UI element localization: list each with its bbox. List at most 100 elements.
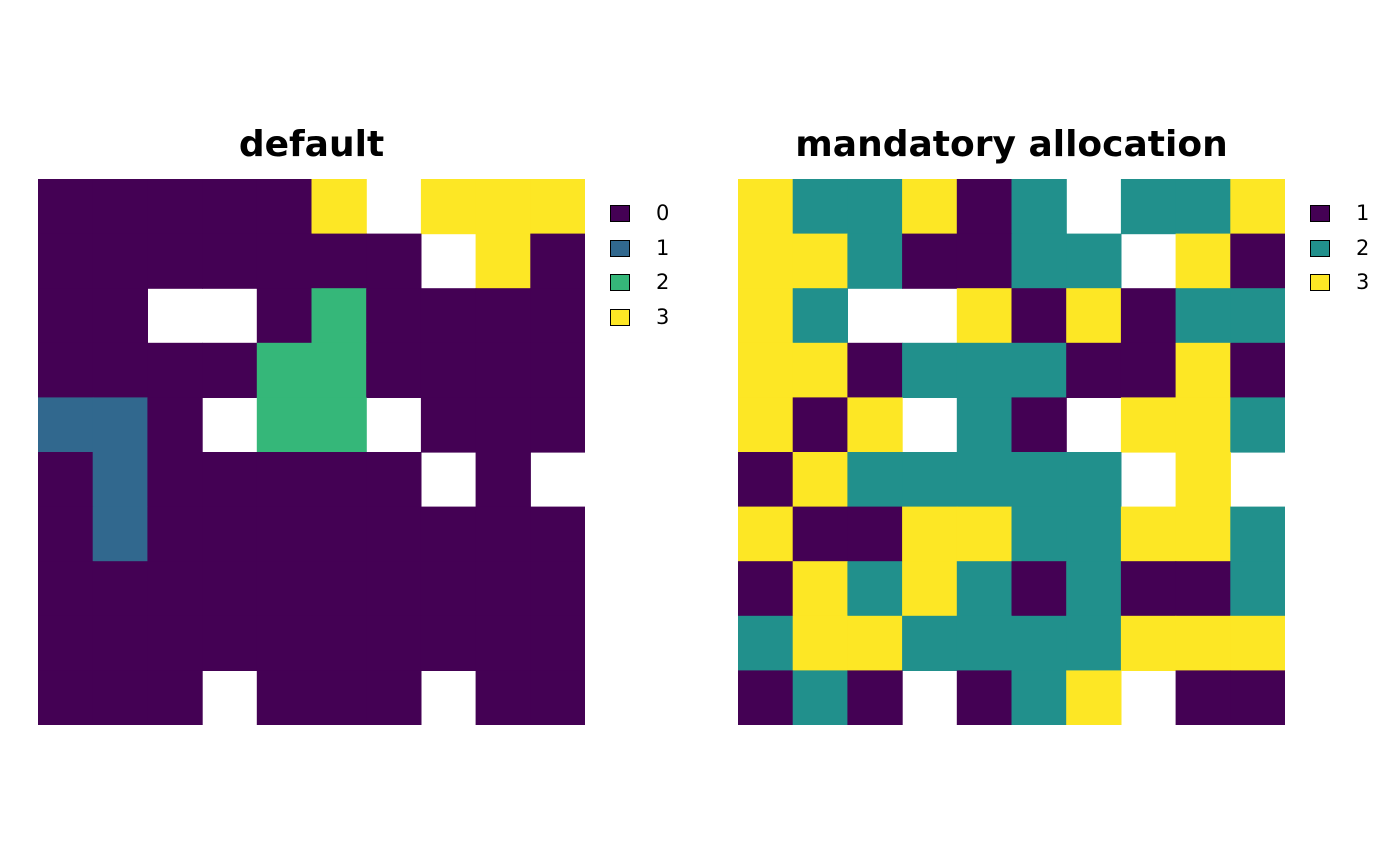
- heatmap-cell: [311, 233, 367, 289]
- heatmap-cell: [902, 452, 958, 508]
- heatmap-cell: [1230, 615, 1285, 671]
- heatmap-cell: [1175, 397, 1231, 453]
- heatmap-cell: [1175, 561, 1231, 617]
- heatmap-cell: [1230, 342, 1285, 398]
- heatmap-cell: [738, 397, 794, 453]
- heatmap-cell: [202, 506, 258, 562]
- heatmap-cell: [530, 288, 585, 344]
- heatmap-cell: [1120, 397, 1177, 453]
- heatmap-cell: [366, 342, 422, 398]
- heatmap-cell: [1175, 615, 1231, 671]
- heatmap-cell: [847, 179, 903, 235]
- heatmap-cell: [1120, 561, 1177, 617]
- heatmap-cell: [38, 561, 94, 617]
- heatmap-cell: [530, 506, 585, 562]
- heatmap-cell: [792, 670, 848, 725]
- heatmap-cell: [847, 615, 903, 671]
- heatmap-cell: [256, 670, 313, 725]
- heatmap-cell: [366, 506, 422, 562]
- heatmap-cell: [38, 179, 94, 235]
- heatmap-cell: [956, 670, 1013, 725]
- heatmap-default: [38, 179, 585, 725]
- heatmap-cell: [38, 506, 94, 562]
- heatmap-cell: [956, 179, 1013, 235]
- heatmap-cell: [92, 342, 148, 398]
- heatmap-cell: [475, 670, 531, 725]
- heatmap-cell: [475, 342, 531, 398]
- heatmap-cell: [1011, 342, 1067, 398]
- heatmap-cell: [530, 561, 585, 617]
- legend-label: 3: [1356, 270, 1370, 294]
- heatmap-cell: [1120, 615, 1177, 671]
- heatmap-cell: [311, 670, 367, 725]
- heatmap-cell: [1066, 342, 1122, 398]
- heatmap-cell: [956, 506, 1013, 562]
- heatmap-cell: [1230, 670, 1285, 725]
- heatmap-cell: [792, 452, 848, 508]
- legend-swatch: [1310, 205, 1330, 222]
- heatmap-cell: [366, 288, 422, 344]
- heatmap-cell: [1011, 233, 1067, 289]
- legend-label: 2: [1356, 235, 1370, 260]
- heatmap-cell: [92, 670, 148, 725]
- heatmap-cell: [202, 179, 258, 235]
- heatmap-cell: [92, 452, 148, 508]
- heatmap-cell: [147, 342, 203, 398]
- heatmap-cell: [738, 670, 794, 725]
- legend-swatch: [1310, 274, 1330, 291]
- heatmap-cell: [738, 615, 794, 671]
- heatmap-cell: [1175, 670, 1231, 725]
- heatmap-cell: [902, 233, 958, 289]
- heatmap-cell: [738, 506, 794, 562]
- heatmap-cell: [792, 506, 848, 562]
- heatmap-cell: [202, 233, 258, 289]
- heatmap-cell: [475, 561, 531, 617]
- heatmap-cell: [1175, 452, 1231, 508]
- heatmap-cell: [147, 615, 203, 671]
- heatmap-cell: [1066, 233, 1122, 289]
- heatmap-cell: [738, 233, 794, 289]
- heatmap-cell: [956, 561, 1013, 617]
- heatmap-cell: [792, 288, 848, 344]
- chart-title: mandatory allocation: [795, 124, 1228, 165]
- heatmap-cell: [1175, 179, 1231, 235]
- heatmap-cell: [92, 615, 148, 671]
- heatmap-cell: [256, 233, 313, 289]
- heatmap-cell: [420, 342, 477, 398]
- heatmap-cell: [847, 452, 903, 508]
- legend-swatch: [610, 274, 630, 291]
- heatmap-cell: [1175, 506, 1231, 562]
- heatmap-cell: [311, 452, 367, 508]
- heatmap-cell: [256, 288, 313, 344]
- heatmap-cell: [1120, 288, 1177, 344]
- heatmap-cell: [530, 397, 585, 453]
- heatmap-cell: [147, 179, 203, 235]
- heatmap-cell: [256, 342, 313, 398]
- heatmap-cell: [420, 288, 477, 344]
- heatmap-cell: [202, 342, 258, 398]
- heatmap-cell: [38, 233, 94, 289]
- heatmap-cell: [311, 615, 367, 671]
- heatmap-cell: [420, 561, 477, 617]
- heatmap-cell: [1120, 179, 1177, 235]
- heatmap-cell: [256, 452, 313, 508]
- heatmap-cell: [92, 233, 148, 289]
- heatmap-cell: [902, 179, 958, 235]
- heatmap-cell: [847, 670, 903, 725]
- heatmap-cell: [475, 452, 531, 508]
- heatmap-cell: [902, 342, 958, 398]
- legend-label: 1: [656, 235, 670, 260]
- heatmap-cell: [1011, 452, 1067, 508]
- heatmap-cell: [92, 561, 148, 617]
- heatmap-cell: [311, 397, 367, 453]
- heatmap-cell: [1066, 561, 1122, 617]
- legend-swatch: [610, 205, 630, 222]
- legend-label: 3: [656, 304, 670, 329]
- heatmap-cell: [475, 288, 531, 344]
- legend-swatch: [610, 308, 630, 326]
- heatmap-cell: [792, 615, 848, 671]
- heatmap-cell: [311, 506, 367, 562]
- heatmap-cell: [147, 506, 203, 562]
- heatmap-cell: [1066, 670, 1122, 725]
- heatmap-cell: [1175, 233, 1231, 289]
